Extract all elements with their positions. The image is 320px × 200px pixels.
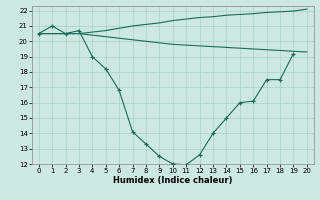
X-axis label: Humidex (Indice chaleur): Humidex (Indice chaleur) xyxy=(113,176,233,185)
